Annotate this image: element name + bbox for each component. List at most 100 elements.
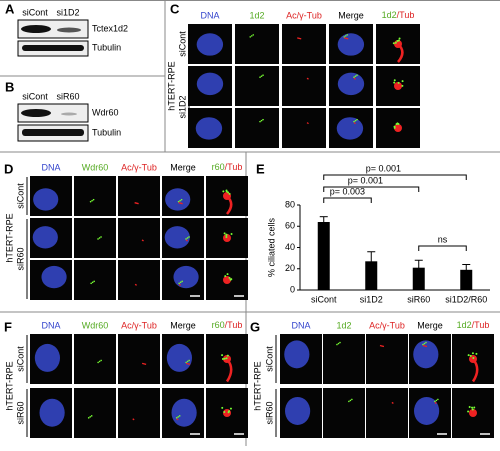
row-label: si1D2 [177, 95, 187, 118]
panel-label: D [4, 161, 13, 176]
blot [17, 19, 89, 39]
sig-label: p= 0.003 [330, 186, 365, 196]
micrograph [282, 66, 326, 106]
puncta [221, 354, 224, 357]
puncta [97, 361, 99, 364]
micrograph [366, 388, 408, 438]
column-header: Ac/γ-Tub [369, 320, 405, 330]
cilium-zoom [397, 43, 404, 63]
micrograph [74, 260, 116, 300]
y-tick-label: 40 [285, 242, 295, 252]
row-label: siR60 [264, 401, 274, 424]
nucleus [33, 188, 59, 211]
puncta [249, 36, 252, 38]
column-header: r60/Tub [212, 162, 243, 172]
puncta [393, 125, 396, 128]
puncta [393, 81, 396, 84]
micrograph [323, 334, 365, 384]
nucleus [414, 396, 440, 425]
puncta [353, 120, 355, 123]
column-header: Merge [170, 320, 196, 330]
cilium [306, 122, 309, 125]
nucleus [196, 33, 224, 56]
puncta [260, 119, 263, 122]
nucleus [284, 340, 310, 369]
micrograph [74, 388, 116, 438]
cilium [434, 401, 437, 404]
column-header: r60/Tub [212, 320, 243, 330]
puncta [227, 411, 230, 414]
puncta [186, 360, 189, 363]
cilium [141, 362, 147, 366]
puncta [344, 35, 347, 37]
cilium [422, 344, 428, 348]
cilium-zoom [223, 409, 231, 417]
puncta [425, 341, 427, 344]
header-part: r60 [212, 162, 225, 172]
puncta [90, 415, 93, 417]
nucleus [285, 396, 311, 425]
puncta [392, 42, 395, 45]
micrograph [118, 388, 160, 438]
band [21, 25, 51, 33]
puncta [98, 237, 101, 239]
puncta [394, 41, 397, 44]
puncta [181, 280, 183, 283]
cell-line: hTERT-RPE [4, 213, 14, 262]
cilium-zoom [394, 124, 402, 132]
y-tick-label: 80 [285, 199, 295, 209]
nucleus [171, 398, 197, 427]
puncta [188, 359, 190, 362]
y-tick-label: 20 [285, 263, 295, 273]
micrograph [235, 24, 279, 64]
band-label: Tctex1d2 [92, 23, 128, 33]
cell-line: hTERT-RPE [252, 361, 262, 410]
nucleus [337, 33, 365, 56]
column-header: DNA [291, 320, 310, 330]
puncta [353, 76, 355, 78]
panel-label: B [5, 79, 14, 94]
cilium-zoom [471, 358, 479, 383]
puncta [337, 342, 340, 345]
row-label: siCont [15, 183, 25, 209]
sig-label: p= 0.001 [366, 163, 401, 173]
column-header: 1d2 [336, 320, 351, 330]
column-header: 1d2 [249, 10, 264, 20]
puncta [468, 406, 471, 409]
nucleus [32, 226, 58, 249]
cilium [353, 77, 356, 80]
micrograph [235, 66, 279, 106]
cilium [132, 418, 135, 421]
puncta [401, 80, 404, 83]
cell-line: hTERT-RPE [166, 61, 176, 110]
cilium [176, 418, 179, 421]
sig-bracket [323, 197, 372, 203]
header-part: r60 [212, 320, 225, 330]
cilium [344, 37, 349, 40]
cilium [178, 283, 182, 286]
band-label: Tubulin [92, 42, 121, 52]
puncta [259, 76, 261, 78]
puncta [97, 238, 99, 240]
column-header: 1d2/Tub [457, 320, 490, 330]
puncta [434, 400, 436, 403]
lane-label: si1D2 [56, 7, 79, 17]
row-label: siCont [177, 31, 187, 57]
column-header: Merge [170, 162, 196, 172]
puncta [221, 406, 224, 409]
cilium [134, 202, 139, 205]
nucleus [413, 340, 439, 369]
bar [412, 267, 425, 290]
nucleus [195, 117, 223, 140]
header-part: 1d2 [457, 320, 472, 330]
puncta [437, 398, 439, 401]
cilium [297, 37, 302, 40]
puncta [346, 34, 349, 36]
row-label: siR60 [15, 247, 25, 270]
band [22, 45, 84, 51]
puncta [472, 356, 475, 359]
puncta [178, 282, 180, 285]
puncta [422, 343, 424, 346]
y-tick-label: 0 [290, 284, 295, 294]
